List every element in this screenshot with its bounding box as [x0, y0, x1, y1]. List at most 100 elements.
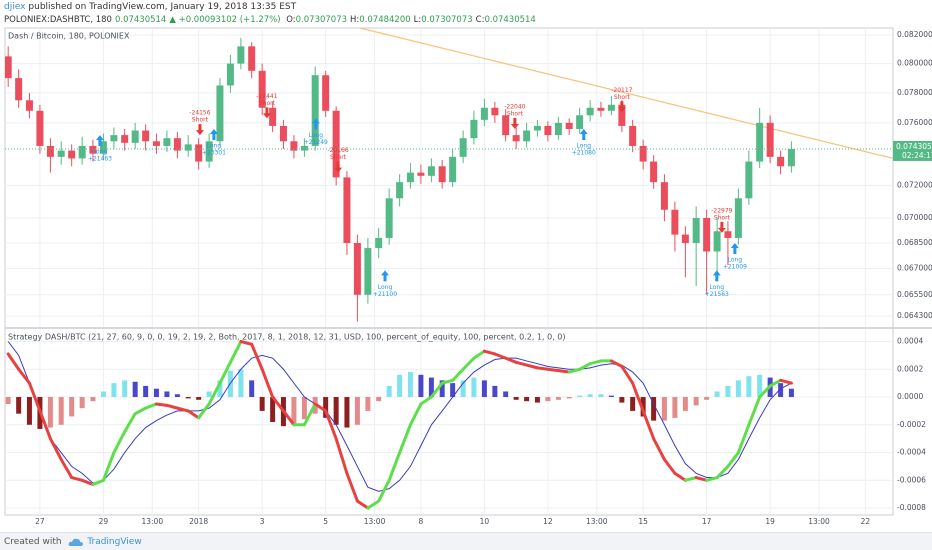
- signal-arrow: [209, 128, 218, 140]
- fast-line-segment: [673, 471, 687, 482]
- signal-amount: -24156: [189, 110, 210, 117]
- signal-amount: +21009: [723, 264, 747, 271]
- brand[interactable]: TradingView: [87, 537, 142, 547]
- histogram-bar: [344, 397, 350, 428]
- histogram-bar: [164, 391, 170, 398]
- signal-label: Short: [714, 214, 731, 221]
- histogram-bar: [249, 380, 255, 398]
- fast-line-segment: [736, 423, 751, 455]
- histogram-bar: [270, 397, 276, 422]
- y-tick-label: 0.07600000: [897, 118, 932, 127]
- fast-line-segment: [726, 451, 740, 468]
- histogram-bar: [259, 397, 265, 411]
- fast-line-segment: [70, 476, 84, 482]
- candle-body: [332, 110, 340, 178]
- last-price-box: [893, 140, 932, 161]
- last-price: 0.07430514: [114, 15, 167, 25]
- brand-logo[interactable]: [68, 537, 84, 547]
- candle-body: [173, 138, 181, 151]
- y-tick-label: 0.0000: [897, 392, 923, 401]
- signal-amount: +23301: [202, 149, 226, 156]
- ohlc-label: C:: [475, 15, 485, 25]
- histogram-bar: [608, 395, 614, 398]
- fast-line-segment: [758, 384, 772, 399]
- fast-line-segment: [112, 430, 127, 455]
- histogram-bar: [5, 397, 11, 404]
- y-tick-label: 0.07800000: [897, 88, 932, 97]
- y-tick-label: -0.0004: [897, 448, 926, 457]
- fast-line-segment: [472, 349, 486, 360]
- signal-arrow: [730, 243, 739, 255]
- candle-body: [375, 237, 383, 249]
- histogram-bar: [460, 380, 466, 398]
- histogram-bar: [672, 397, 678, 418]
- histogram-bar: [714, 391, 720, 398]
- histogram-bar: [428, 377, 434, 398]
- candle-body: [205, 141, 213, 162]
- fast-line-segment: [398, 423, 412, 455]
- x-tick-label: 15: [638, 517, 648, 526]
- histogram-bar: [534, 397, 540, 403]
- ohlc-value: 0.07307073: [295, 15, 348, 25]
- author[interactable]: djiex: [4, 2, 26, 12]
- candle-body: [269, 107, 277, 126]
- x-tick-label: 17: [702, 517, 712, 526]
- candle-body: [576, 115, 584, 129]
- histogram-bar: [354, 397, 360, 425]
- y-tick-label: -0.0006: [897, 475, 926, 484]
- histogram-bar: [555, 397, 561, 400]
- candle-body: [586, 107, 594, 116]
- histogram-bar: [122, 380, 128, 398]
- fast-line-segment: [175, 406, 190, 413]
- x-tick-label: 13:00: [364, 517, 386, 526]
- symbol: POLONIEX:DASHBTC, 180: [4, 15, 112, 25]
- candle-body: [523, 130, 531, 142]
- signal-amount: -22979: [711, 207, 732, 214]
- histogram-bar: [291, 397, 297, 425]
- candle-body: [502, 115, 510, 136]
- signal-label: Long: [207, 142, 222, 149]
- histogram-bar: [69, 397, 75, 417]
- candle-body: [459, 138, 467, 157]
- candle-body: [681, 234, 689, 244]
- signal-amount: +21249: [304, 139, 328, 146]
- histogram-bar: [132, 381, 138, 398]
- candle-body: [470, 119, 478, 139]
- fast-line-segment: [525, 363, 539, 370]
- candle-body: [279, 125, 287, 142]
- candle-body: [322, 75, 330, 111]
- candle-body: [237, 46, 245, 64]
- signal-arrow: [334, 161, 343, 173]
- histogram-bar: [788, 388, 794, 398]
- fast-line-segment: [345, 471, 359, 503]
- fast-line-segment: [197, 402, 211, 420]
- histogram-bar: [492, 385, 498, 398]
- candle-body: [629, 125, 637, 146]
- signal-label: Short: [330, 154, 347, 161]
- footer: Created with TradingView: [0, 532, 932, 550]
- histogram-bar: [693, 397, 699, 406]
- histogram-bar: [778, 383, 784, 398]
- histogram-bar: [174, 394, 180, 398]
- y-tick-label: 0.0002: [897, 364, 923, 373]
- histogram-bar: [323, 397, 329, 418]
- trendline: [359, 28, 893, 159]
- histogram-bar: [757, 374, 763, 398]
- histogram-bar: [619, 397, 625, 403]
- candle-body: [544, 125, 552, 136]
- fast-line-segment: [355, 499, 370, 510]
- signal-amount: -22040: [504, 103, 525, 110]
- signal-arrow: [95, 135, 104, 147]
- candle-body: [639, 145, 647, 162]
- fast-line-segment: [504, 356, 518, 364]
- fast-line-segment: [27, 381, 42, 413]
- histogram-bar: [111, 383, 117, 398]
- y-tick-label: 0.07000000: [897, 213, 932, 222]
- change: ▲ +0.00093102 (+1.27%): [169, 15, 281, 25]
- y-tick-label: -0.0008: [897, 503, 926, 512]
- fast-line-segment: [588, 359, 603, 366]
- histogram-bar: [196, 397, 202, 400]
- candle-body: [258, 70, 266, 108]
- fast-line-segment: [694, 476, 709, 482]
- histogram-bar: [471, 377, 477, 398]
